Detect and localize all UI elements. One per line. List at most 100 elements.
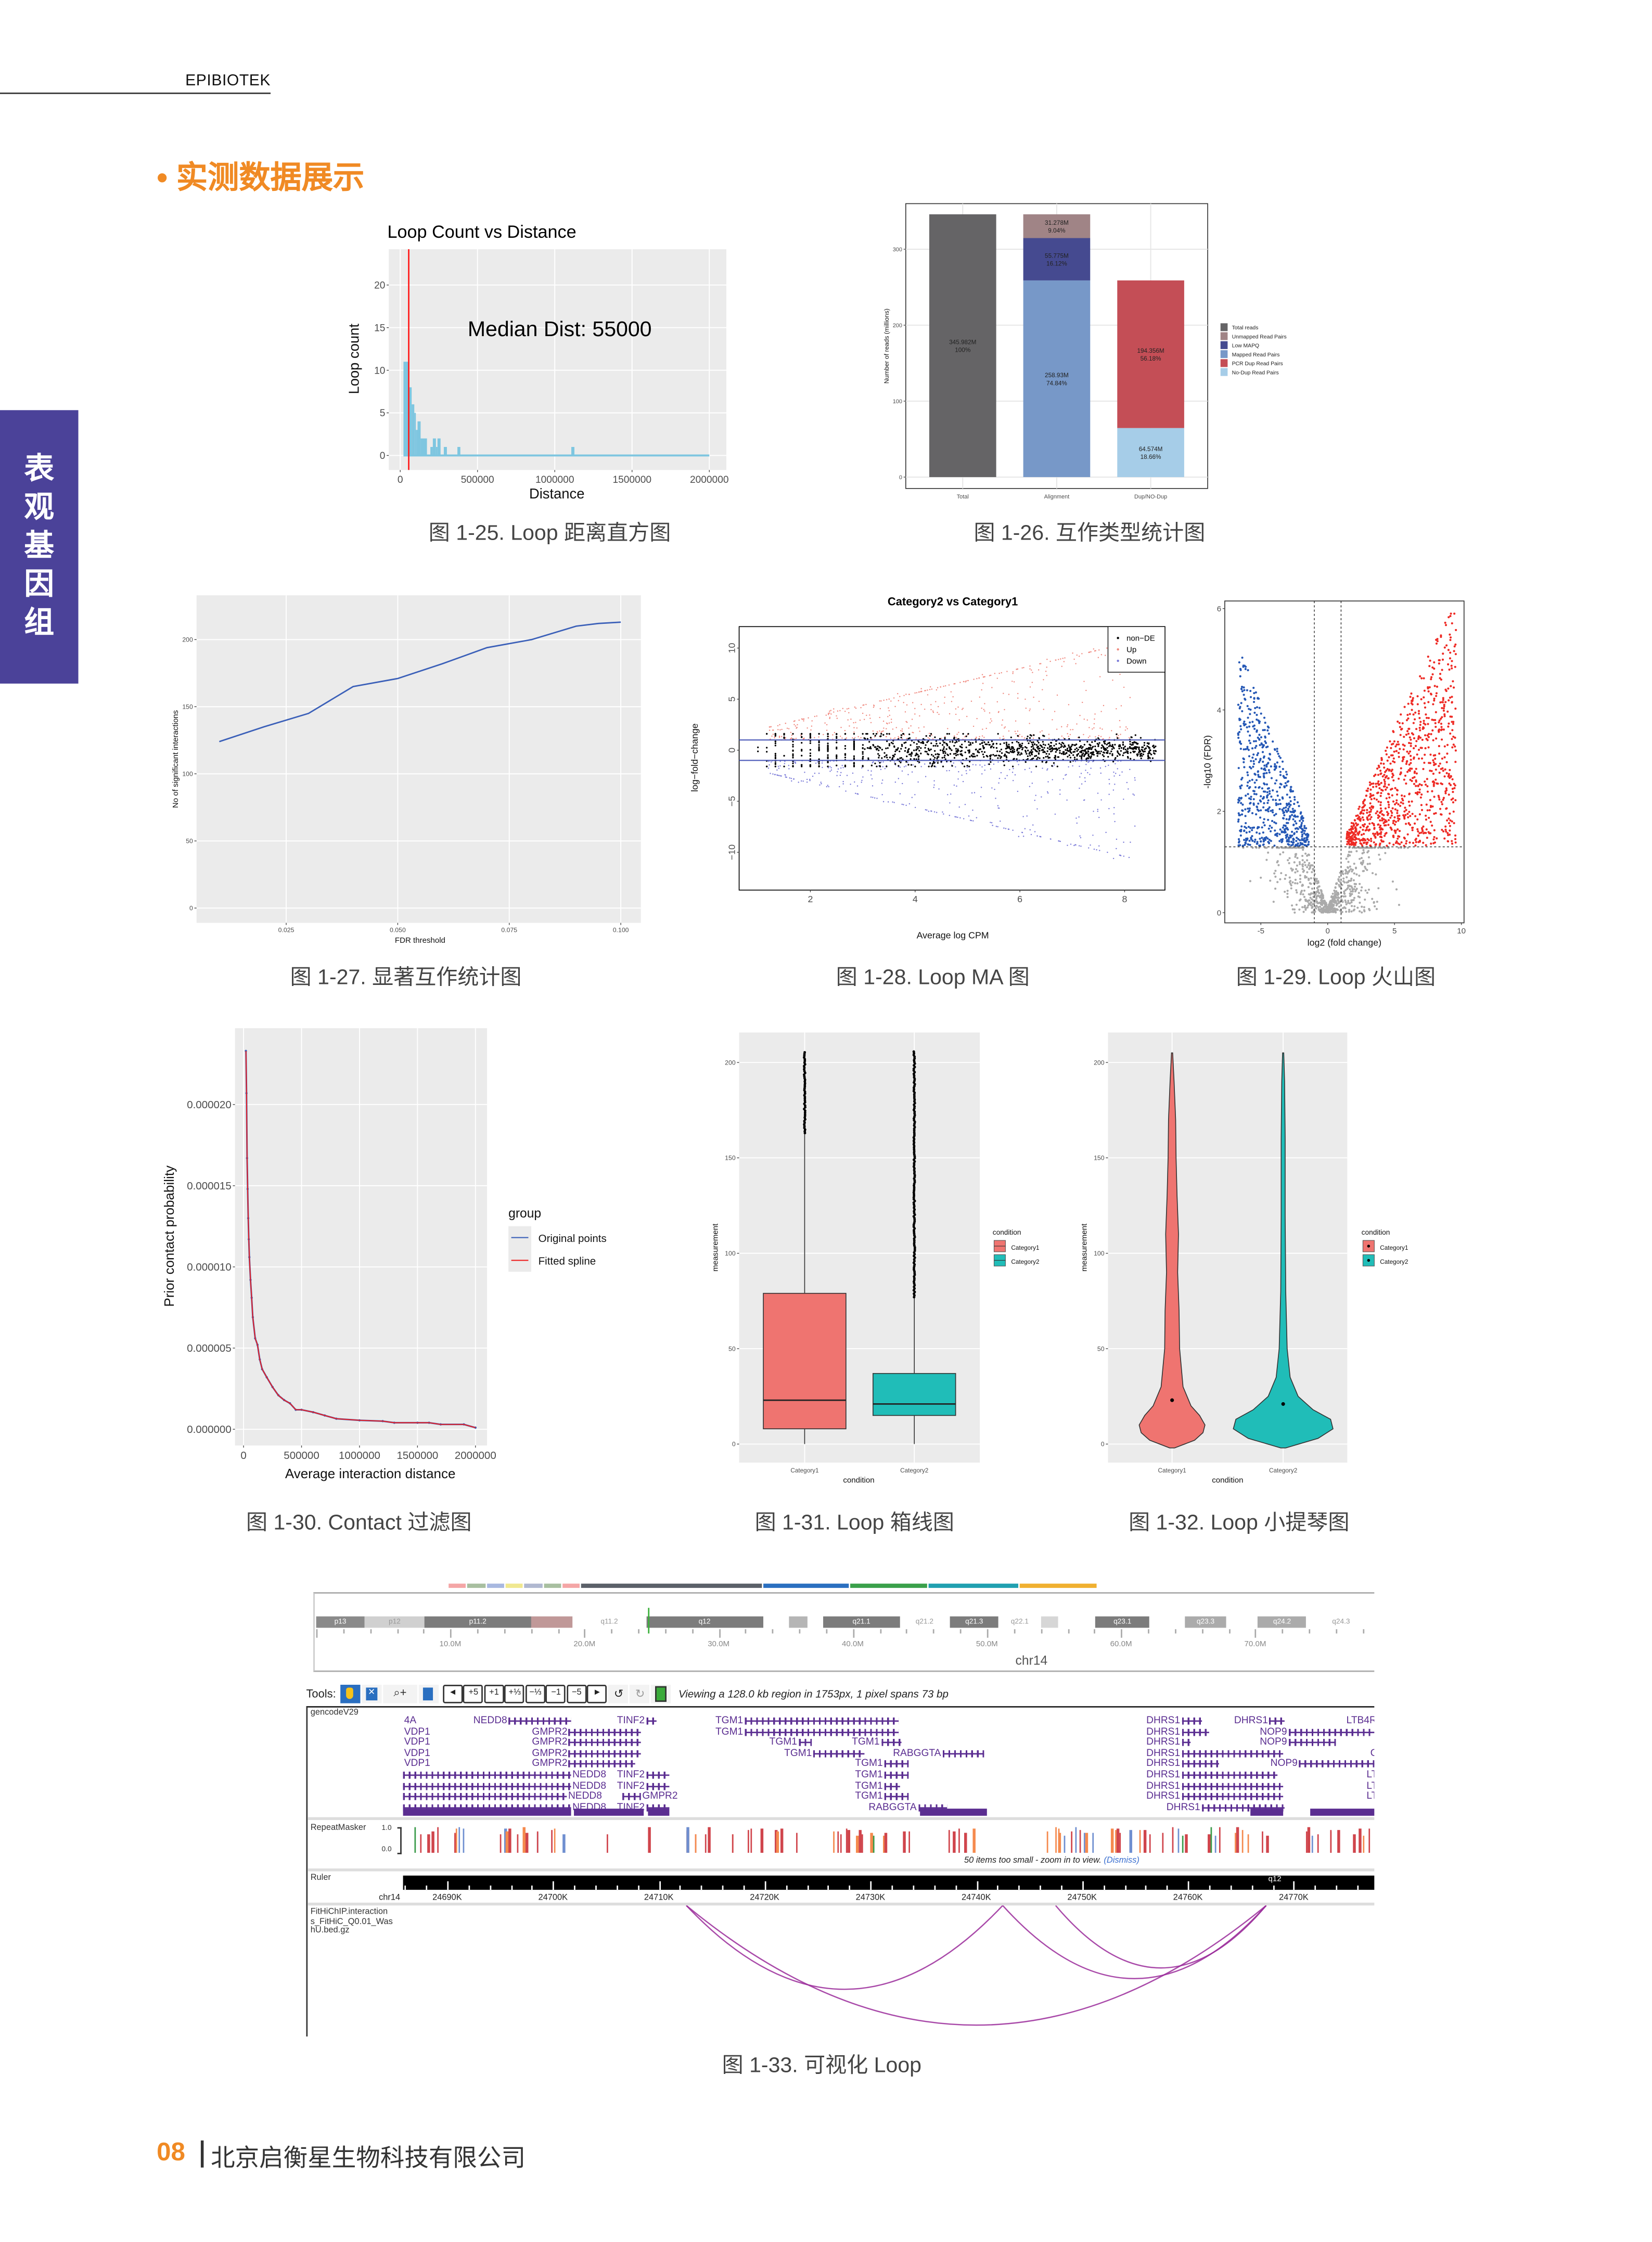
cytoband[interactable]: q23.1 — [1095, 1616, 1149, 1628]
ns-point — [1378, 853, 1380, 856]
cytoband[interactable]: q21.1 — [823, 1616, 900, 1628]
down-point — [1256, 831, 1258, 834]
cytoband[interactable]: q12 — [646, 1616, 763, 1628]
non-de-point — [1150, 753, 1152, 755]
down-point — [947, 794, 949, 796]
ns-point — [1361, 886, 1363, 889]
non-de-point — [968, 752, 970, 754]
up-point — [887, 716, 889, 718]
cytoband[interactable]: q22.1 — [998, 1616, 1041, 1628]
non-de-point — [930, 733, 932, 735]
up-point — [1374, 836, 1377, 839]
up-point — [1371, 805, 1373, 808]
down-point — [778, 775, 780, 776]
up-point — [1019, 734, 1020, 736]
down-point — [1014, 774, 1016, 776]
down-point — [1241, 844, 1244, 847]
up-point — [1350, 830, 1353, 833]
down-point — [1108, 778, 1110, 780]
histogram-bar — [432, 438, 436, 456]
cytoband[interactable]: p13 — [316, 1616, 365, 1628]
up-point — [1423, 677, 1425, 680]
down-point — [1134, 779, 1136, 781]
cytoband[interactable]: q24.3 — [1306, 1616, 1375, 1628]
non-de-point — [827, 733, 829, 735]
cytoband[interactable] — [807, 1616, 824, 1628]
non-de-point — [1025, 751, 1027, 753]
up-point — [1414, 815, 1417, 817]
up-point — [860, 707, 862, 709]
down-point — [772, 773, 774, 775]
ns-point — [1339, 881, 1342, 883]
non-de-point — [955, 752, 957, 754]
non-de-point — [953, 737, 955, 740]
ns-point — [1294, 911, 1296, 914]
non-de-point — [969, 744, 972, 746]
cytoband[interactable]: p12 — [364, 1616, 425, 1628]
up-point — [1363, 823, 1366, 826]
non-de-point — [1134, 750, 1136, 753]
down-point — [1254, 747, 1257, 749]
non-de-point — [969, 755, 971, 758]
cytoband[interactable] — [1225, 1616, 1258, 1628]
up-point — [959, 682, 961, 683]
cytoband[interactable] — [763, 1616, 789, 1628]
cytoband[interactable]: q11.2 — [572, 1616, 646, 1628]
up-point — [1435, 812, 1437, 814]
down-point — [1301, 831, 1303, 834]
non-de-point — [891, 757, 894, 759]
violin — [1138, 1052, 1206, 1449]
down-point — [1283, 814, 1286, 817]
up-point — [1444, 621, 1446, 624]
non-de-point — [908, 753, 911, 755]
cytoband[interactable] — [1149, 1616, 1186, 1628]
cytoband[interactable]: q23.3 — [1185, 1616, 1226, 1628]
down-point — [1301, 815, 1303, 817]
ns-point — [1403, 847, 1406, 849]
up-point — [1048, 734, 1050, 735]
ns-point — [1299, 874, 1302, 877]
cytoband[interactable]: q21.2 — [900, 1616, 950, 1628]
up-point — [991, 720, 993, 722]
down-point — [1238, 719, 1241, 721]
down-point — [822, 766, 823, 768]
cytoband[interactable] — [531, 1616, 573, 1628]
up-point — [943, 685, 944, 687]
chromosome-color-segment — [467, 1583, 485, 1587]
up-point — [1081, 701, 1083, 703]
down-point — [1256, 841, 1259, 843]
cytoband[interactable]: q24.2 — [1258, 1616, 1307, 1628]
cytoband[interactable]: p11.2 — [425, 1616, 531, 1628]
down-point — [979, 764, 981, 766]
cytoband[interactable] — [1040, 1616, 1058, 1628]
up-point — [1412, 722, 1415, 724]
up-point — [1352, 822, 1355, 825]
non-de-point — [809, 749, 812, 751]
up-point — [1405, 823, 1407, 825]
up-point — [846, 737, 847, 739]
up-point — [1013, 681, 1015, 683]
y-tick-label: 2 — [1217, 808, 1221, 816]
ns-point — [1327, 911, 1329, 914]
non-de-point — [1043, 757, 1045, 759]
caption-fig-1-29: 图 1-29. Loop 火山图 — [1236, 965, 1436, 990]
down-point — [1275, 766, 1277, 769]
down-point — [1108, 764, 1109, 766]
cytoband[interactable] — [788, 1616, 808, 1628]
non-de-point — [981, 742, 983, 745]
ns-point — [1359, 857, 1361, 860]
up-point — [1401, 794, 1403, 797]
up-point — [1422, 767, 1425, 771]
cytoband[interactable]: q21.3 — [949, 1616, 999, 1628]
non-de-point — [836, 746, 838, 749]
ns-point — [1327, 906, 1329, 909]
down-point — [955, 766, 956, 768]
non-de-point — [870, 747, 872, 750]
down-point — [911, 771, 913, 773]
chromosome-ideogram[interactable]: chr14 p13 p12 p11.2 q11.2 q12 q21.1 q21.2 q21.3… — [313, 1592, 1375, 1672]
non-de-point — [827, 742, 829, 745]
ns-point — [1293, 908, 1296, 911]
up-point — [1361, 816, 1364, 819]
down-point — [984, 769, 985, 771]
cytoband[interactable] — [1058, 1616, 1096, 1628]
